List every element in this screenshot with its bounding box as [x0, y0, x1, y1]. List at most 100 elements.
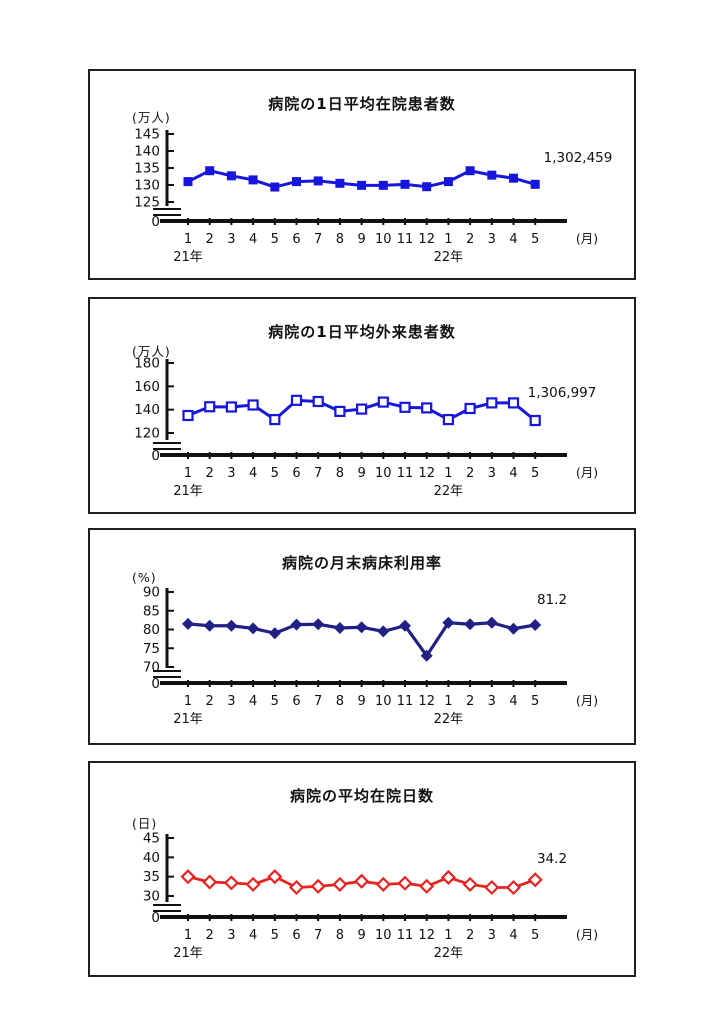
svg-text:7: 7 [314, 694, 322, 709]
svg-text:21年: 21年 [173, 250, 203, 265]
svg-text:7: 7 [314, 232, 322, 247]
svg-text:4: 4 [249, 928, 257, 943]
svg-text:3: 3 [227, 694, 235, 709]
svg-text:4: 4 [249, 232, 257, 247]
svg-text:80: 80 [143, 622, 160, 638]
svg-text:22年: 22年 [434, 946, 464, 961]
chart-title: 病院の平均在院日数 [289, 787, 434, 805]
svg-text:1,302,459: 1,302,459 [544, 150, 613, 166]
svg-text:30: 30 [143, 889, 160, 905]
svg-text:10: 10 [375, 928, 392, 943]
svg-text:1: 1 [444, 232, 452, 247]
svg-text:0: 0 [151, 214, 160, 230]
svg-text:9: 9 [357, 232, 365, 247]
svg-text:3: 3 [227, 466, 235, 481]
svg-text:8: 8 [336, 928, 344, 943]
svg-text:5: 5 [271, 466, 279, 481]
svg-text:3: 3 [488, 466, 496, 481]
svg-text:1: 1 [444, 694, 452, 709]
svg-text:12: 12 [418, 694, 435, 709]
svg-text:35: 35 [143, 869, 160, 885]
svg-text:21年: 21年 [173, 484, 203, 499]
svg-text:8: 8 [336, 232, 344, 247]
svg-text:8: 8 [336, 694, 344, 709]
svg-text:4: 4 [509, 466, 517, 481]
svg-text:2: 2 [466, 232, 474, 247]
svg-text:5: 5 [271, 928, 279, 943]
svg-text:4: 4 [509, 232, 517, 247]
svg-text:7: 7 [314, 928, 322, 943]
svg-text:1,306,997: 1,306,997 [528, 385, 597, 401]
svg-text:2: 2 [466, 694, 474, 709]
svg-text:0: 0 [151, 910, 160, 926]
svg-text:3: 3 [488, 232, 496, 247]
svg-text:12: 12 [418, 928, 435, 943]
svg-text:10: 10 [375, 232, 392, 247]
svg-text:140: 140 [134, 144, 160, 160]
svg-text:7: 7 [314, 466, 322, 481]
svg-text:3: 3 [488, 694, 496, 709]
svg-text:1: 1 [184, 694, 192, 709]
svg-text:1: 1 [184, 928, 192, 943]
svg-text:6: 6 [292, 928, 300, 943]
svg-text:9: 9 [357, 694, 365, 709]
svg-text:1: 1 [444, 928, 452, 943]
svg-text:75: 75 [143, 641, 160, 657]
chart-panel-avg-stay-days: 病院の平均在院日数 (日) 45 40 35 30 0 1 2 3 4 5 6 7 8 9 10 11 12 1 2… [88, 761, 636, 977]
svg-text:2: 2 [206, 928, 214, 943]
y-axis-unit-label: (万人) [132, 344, 171, 359]
svg-text:6: 6 [292, 466, 300, 481]
svg-text:70: 70 [143, 660, 160, 676]
svg-text:22年: 22年 [434, 712, 464, 727]
svg-text:5: 5 [531, 466, 539, 481]
svg-text:4: 4 [249, 466, 257, 481]
svg-text:1: 1 [444, 466, 452, 481]
svg-text:145: 145 [134, 127, 160, 143]
svg-text:34.2: 34.2 [537, 851, 567, 867]
chart-panel-bed-occupancy: 病院の月末病床利用率 (%) 90 85 80 75 70 0 1 2 3 4 5 6 7 8 9 10 11 1… [88, 528, 636, 745]
svg-text:3: 3 [488, 928, 496, 943]
svg-text:45: 45 [143, 831, 160, 847]
svg-text:8: 8 [336, 466, 344, 481]
svg-text:1: 1 [184, 466, 192, 481]
svg-text:140: 140 [134, 402, 160, 418]
svg-text:5: 5 [531, 232, 539, 247]
y-axis-unit-label: (%) [132, 570, 157, 585]
svg-text:12: 12 [418, 466, 435, 481]
svg-text:4: 4 [509, 694, 517, 709]
svg-text:11: 11 [397, 928, 414, 943]
chart-panel-daily-outpatients: 病院の1日平均外来患者数 (万人) 180 160 140 120 0 1 2 3 4 5 6 7 8 9… [88, 297, 636, 514]
y-axis-unit-label: (万人) [132, 110, 171, 125]
svg-text:(月): (月) [576, 465, 598, 480]
svg-text:3: 3 [227, 928, 235, 943]
svg-text:5: 5 [531, 694, 539, 709]
svg-text:135: 135 [134, 161, 160, 177]
svg-text:10: 10 [375, 694, 392, 709]
svg-text:(月): (月) [576, 693, 598, 708]
svg-text:0: 0 [151, 676, 160, 692]
svg-text:22年: 22年 [434, 250, 464, 265]
svg-text:90: 90 [143, 585, 160, 601]
svg-text:6: 6 [292, 232, 300, 247]
chart-title: 病院の月末病床利用率 [281, 554, 442, 572]
svg-text:(月): (月) [576, 927, 598, 942]
svg-text:11: 11 [397, 694, 414, 709]
y-axis-unit-label: (日) [132, 816, 158, 831]
svg-text:(月): (月) [576, 231, 598, 246]
svg-text:180: 180 [134, 356, 160, 372]
svg-text:21年: 21年 [173, 712, 203, 727]
svg-text:4: 4 [249, 694, 257, 709]
svg-text:2: 2 [466, 466, 474, 481]
svg-text:3: 3 [227, 232, 235, 247]
svg-text:0: 0 [151, 448, 160, 464]
chart-title: 病院の1日平均在院患者数 [268, 95, 456, 113]
svg-text:6: 6 [292, 694, 300, 709]
svg-text:160: 160 [134, 379, 160, 395]
svg-text:81.2: 81.2 [537, 592, 567, 608]
svg-text:5: 5 [271, 232, 279, 247]
svg-text:11: 11 [397, 466, 414, 481]
